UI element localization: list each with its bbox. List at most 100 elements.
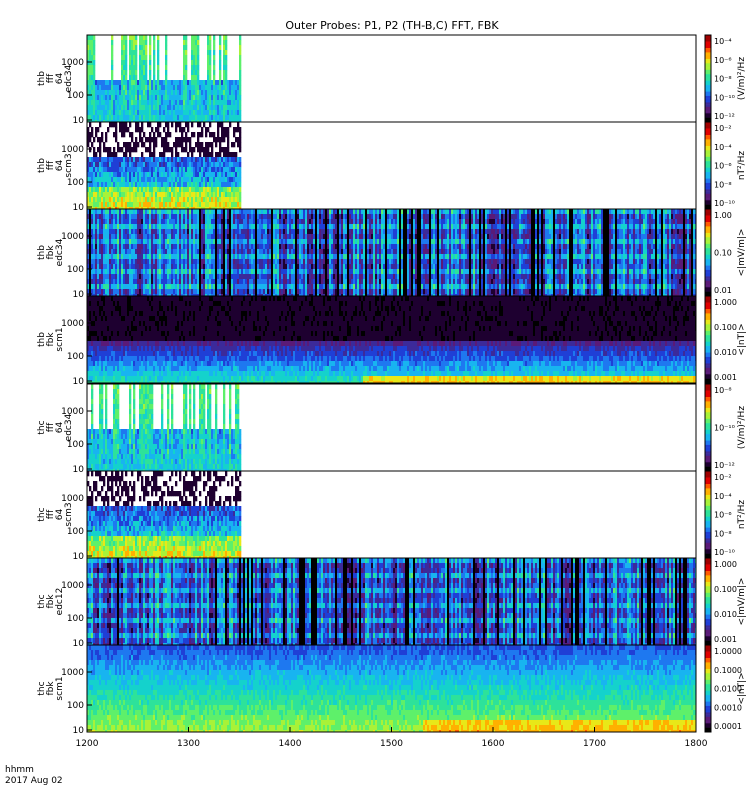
spectrogram-cell	[161, 249, 164, 255]
spectrogram-cell	[363, 269, 366, 275]
spectrogram-cell	[385, 244, 388, 250]
spectrogram-cell	[219, 105, 222, 111]
spectrogram-cell	[103, 259, 106, 265]
spectrogram-cell	[265, 244, 268, 250]
spectrogram-cell	[207, 90, 210, 96]
spectrogram-cell	[97, 284, 100, 290]
spectrogram-cell	[383, 234, 386, 240]
spectrogram-cell	[151, 254, 154, 260]
spectrogram-cell	[355, 224, 358, 230]
spectrogram-cell	[183, 80, 186, 86]
spectrogram-cell	[199, 132, 202, 138]
spectrogram-cell	[105, 254, 108, 260]
spectrogram-cell	[381, 259, 384, 265]
spectrogram-cell	[117, 187, 120, 193]
spectrogram-cell	[151, 197, 154, 203]
spectrogram-cell	[281, 214, 284, 220]
spectrogram-cell	[175, 244, 178, 250]
spectrogram-cell	[113, 80, 116, 86]
spectrogram-cell	[165, 274, 168, 280]
spectrogram-cell	[221, 192, 224, 198]
spectrogram-cell	[231, 120, 234, 122]
spectrogram-cell	[215, 254, 218, 260]
spectrogram-cell	[127, 202, 130, 208]
spectrogram-cell	[313, 264, 316, 270]
spectrogram-cell	[365, 214, 368, 220]
spectrogram-cell	[151, 214, 154, 220]
spectrogram-cell	[95, 115, 98, 121]
spectrogram-cell	[175, 120, 178, 122]
spectrogram-cell	[129, 157, 132, 163]
spectrogram-cell	[195, 214, 198, 220]
spectrogram-cell	[113, 187, 116, 193]
spectrogram-cell	[169, 289, 172, 295]
colorbar-segment	[705, 148, 711, 151]
spectrogram-cell	[305, 264, 308, 270]
spectrogram-cell	[177, 269, 180, 275]
spectrogram-cell	[285, 254, 288, 260]
spectrogram-cell	[87, 264, 90, 270]
spectrogram-cell	[237, 224, 240, 230]
colorbar-label: nT²/Hz	[737, 151, 747, 181]
spectrogram-cell	[213, 90, 216, 96]
spectrogram-cell	[109, 90, 112, 96]
spectrogram-cell	[121, 132, 124, 138]
spectrogram-cell	[115, 269, 118, 275]
spectrogram-cell	[117, 264, 120, 270]
spectrogram-cell	[179, 207, 182, 209]
spectrogram-cell	[165, 120, 168, 122]
spectrogram-cell	[213, 214, 216, 220]
spectrogram-cell	[137, 105, 140, 111]
spectrogram-cell	[279, 294, 282, 296]
spectrogram-cell	[295, 214, 298, 220]
spectrogram-cell	[181, 172, 184, 178]
spectrogram-cell	[119, 110, 122, 116]
spectrogram-cell	[145, 192, 148, 198]
spectrogram-cell	[327, 294, 330, 296]
spectrogram-cell	[303, 219, 306, 225]
spectrogram-cell	[157, 172, 160, 178]
spectrogram-cell	[237, 202, 240, 208]
spectrogram-cell	[105, 100, 108, 106]
spectrogram-cell	[335, 234, 338, 240]
spectrogram-cell	[109, 187, 112, 193]
spectrogram-cell	[337, 294, 340, 296]
spectrogram-cell	[113, 152, 116, 158]
spectrogram-cell	[189, 249, 192, 255]
panel-y-label: thbfff64scm3	[37, 153, 74, 177]
spectrogram-cell	[159, 105, 162, 111]
spectrogram-cell	[117, 209, 120, 215]
spectrogram-cell	[199, 249, 202, 255]
spectrogram-cell	[321, 264, 324, 270]
spectrogram-cell	[203, 85, 206, 91]
spectrogram-cell	[377, 254, 380, 260]
spectrogram-cell	[225, 219, 228, 225]
spectrogram-cell	[227, 234, 230, 240]
spectrogram-cell	[189, 209, 192, 215]
spectrogram-cell	[215, 207, 218, 209]
spectrogram-cell	[373, 274, 376, 280]
spectrogram-cell	[89, 162, 92, 168]
spectrogram-cell	[379, 259, 382, 265]
spectrogram-cell	[219, 120, 222, 122]
spectrogram-cell	[139, 264, 142, 270]
spectrogram-cell	[183, 110, 186, 116]
spectrogram-cell	[225, 105, 228, 111]
spectrogram-cell	[141, 70, 144, 76]
colorbar-segment	[705, 63, 711, 66]
colorbar-tick-label: 10⁻²	[714, 124, 732, 133]
spectrogram-cell	[255, 269, 258, 275]
spectrogram-cell	[283, 239, 286, 245]
spectrogram-cell	[199, 100, 202, 106]
spectrogram-cell	[173, 284, 176, 290]
spectrogram-cell	[119, 279, 122, 285]
spectrogram-cell	[197, 157, 200, 163]
spectrogram-cell	[155, 110, 158, 116]
spectrogram-cell	[213, 132, 216, 138]
spectrogram-cell	[165, 55, 168, 61]
spectrogram-cell	[197, 172, 200, 178]
spectrogram-cell	[165, 100, 168, 106]
spectrogram-cell	[261, 214, 264, 220]
spectrogram-cell	[203, 120, 206, 122]
spectrogram-cell	[195, 229, 198, 235]
